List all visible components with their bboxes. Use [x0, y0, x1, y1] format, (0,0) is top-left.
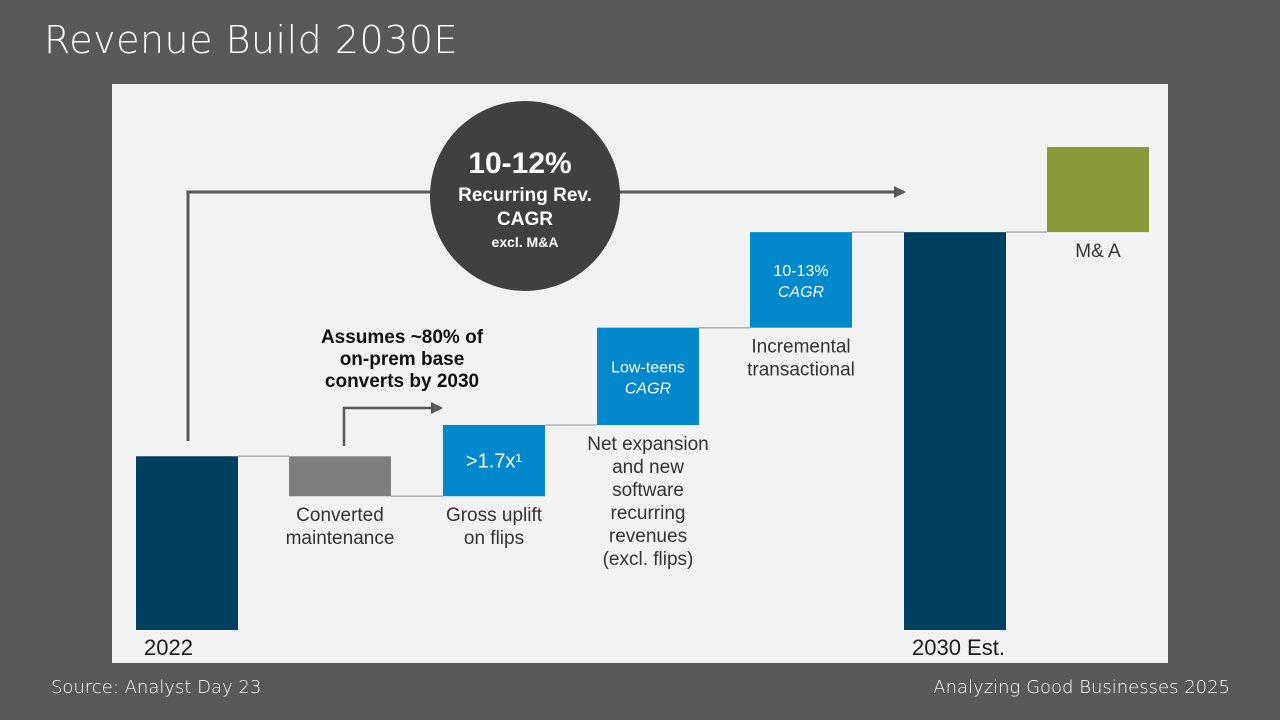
slide-title: Revenue Build 2030E — [44, 18, 459, 62]
category-label-incremental-transactional: transactional — [747, 360, 855, 381]
arrows — [186, 186, 906, 446]
callout-text: converts by 2030 — [325, 371, 479, 392]
category-label-2022: 2022 — [144, 635, 193, 660]
category-label-converted-maintenance: maintenance — [286, 528, 395, 549]
connector-lines — [238, 231, 1047, 497]
category-label-gross-uplift-on-flips: on flips — [464, 528, 524, 549]
bar-inner-label: 10-13% — [773, 263, 828, 280]
category-label-net-expansion-and-new-software-recurring-revenues-excl-flips: (excl. flips) — [603, 549, 694, 570]
cagr-circle-note: excl. M&A — [492, 234, 559, 250]
bar-m-a — [1047, 147, 1149, 233]
credit-note: Analyzing Good Businesses 2025 — [933, 677, 1230, 698]
category-label-net-expansion-and-new-software-recurring-revenues-excl-flips: recurring — [611, 503, 686, 524]
bar-incremental-transactional — [750, 232, 852, 328]
cagr-circle — [430, 101, 620, 291]
cagr-arrow — [186, 186, 906, 441]
category-label-m-a: M& A — [1075, 241, 1121, 262]
waterfall-chart: 2022 Converted maintenance >1.7x¹ Gross upli… — [112, 84, 1168, 663]
bar-inner-label: Low-teens — [611, 359, 685, 376]
category-label-converted-maintenance: Converted — [296, 505, 384, 526]
category-label-incremental-transactional: Incremental — [751, 337, 850, 358]
category-label-2030-est: 2030 Est. — [912, 635, 1005, 660]
category-label-net-expansion-and-new-software-recurring-revenues-excl-flips: revenues — [609, 526, 687, 547]
category-label-net-expansion-and-new-software-recurring-revenues-excl-flips: and new — [612, 457, 684, 478]
category-label-net-expansion-and-new-software-recurring-revenues-excl-flips: software — [612, 480, 684, 501]
bar-inner-label: >1.7x¹ — [466, 451, 522, 473]
cagr-circle-value: 10-12% — [468, 147, 571, 180]
callout-text: Assumes ~80% of — [321, 327, 484, 348]
bar-2022 — [136, 456, 238, 630]
cagr-circle-text: CAGR — [497, 209, 553, 230]
category-label-gross-uplift-on-flips: Gross uplift — [446, 505, 543, 526]
callout-text: on-prem base — [340, 349, 465, 370]
cagr-circle-text: Recurring Rev. — [458, 185, 592, 206]
bar-converted-maintenance — [289, 456, 391, 497]
category-label-net-expansion-and-new-software-recurring-revenues-excl-flips: Net expansion — [587, 434, 708, 455]
bar-2030-est — [904, 232, 1006, 630]
annotations: 10-12% Recurring Rev. CAGR excl. M&A Assumes… — [321, 101, 620, 392]
bars — [136, 147, 1149, 630]
bar-inner-label: CAGR — [778, 284, 825, 301]
bar-inner-label: CAGR — [625, 380, 672, 397]
callout-arrow — [342, 402, 443, 446]
bar-gross-uplift-on-flips — [443, 424, 545, 497]
source-note: Source: Analyst Day 23 — [51, 677, 262, 698]
bar-net-expansion-and-new-software-recurring-revenues-excl-flips — [597, 327, 699, 425]
